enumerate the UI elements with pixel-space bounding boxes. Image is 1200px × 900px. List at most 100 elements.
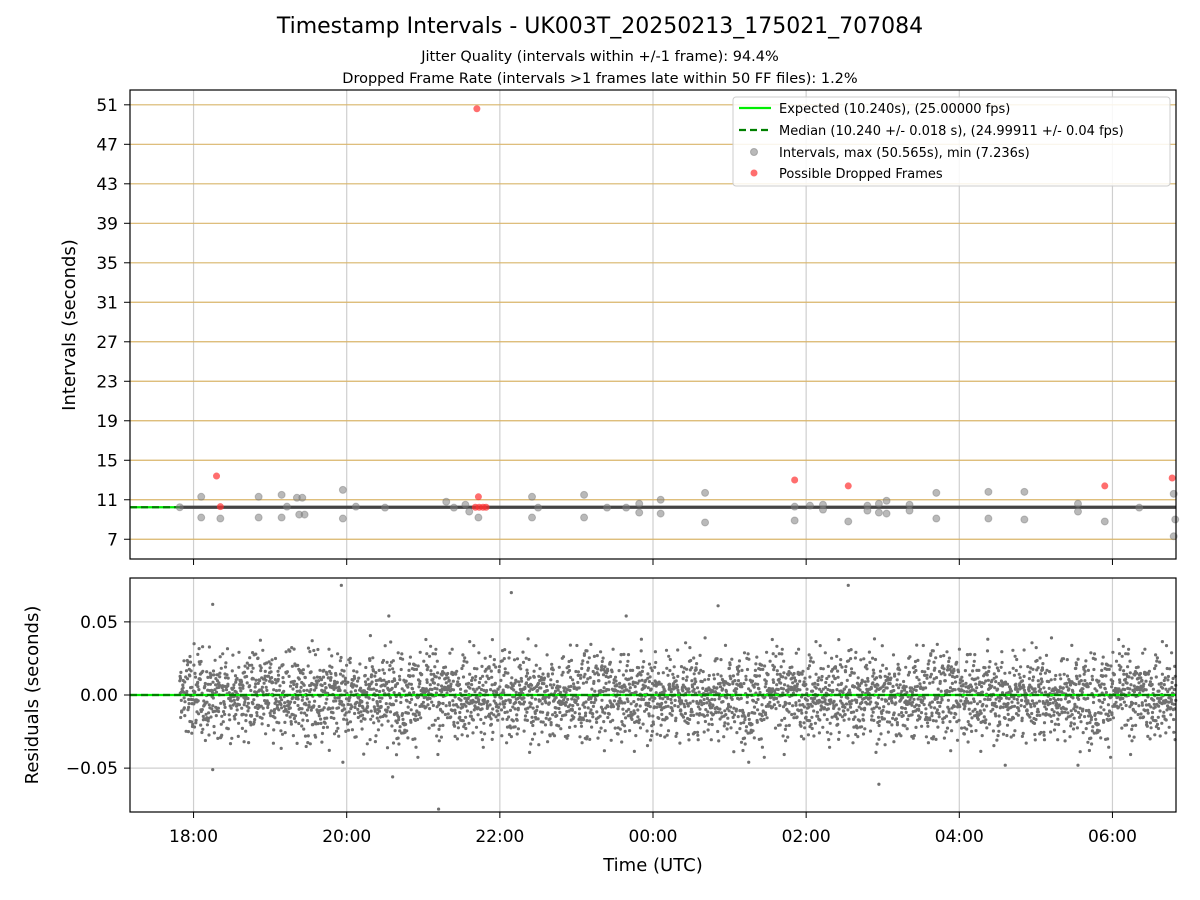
- residual-point: [817, 731, 822, 735]
- residual-point: [508, 708, 513, 713]
- residual-point: [420, 672, 424, 677]
- residual-point: [287, 674, 291, 679]
- residual-point: [601, 673, 606, 677]
- residual-point: [381, 668, 385, 672]
- residual-point: [849, 702, 853, 706]
- residual-point: [645, 729, 649, 733]
- residual-outlier-point: [436, 807, 441, 811]
- residual-point: [880, 711, 884, 716]
- residual-point: [1154, 653, 1158, 657]
- residual-point: [312, 688, 317, 692]
- residual-point: [1033, 704, 1037, 708]
- residual-point: [772, 668, 776, 672]
- residual-point: [1085, 721, 1089, 725]
- residual-point: [801, 703, 805, 707]
- residual-point: [995, 666, 1000, 670]
- residual-point: [756, 682, 760, 686]
- residual-point: [424, 637, 428, 642]
- residual-point: [586, 666, 591, 670]
- residual-point: [584, 700, 588, 704]
- residual-point: [486, 705, 490, 709]
- residual-point: [960, 675, 964, 679]
- residual-point: [292, 682, 296, 687]
- residual-point: [1005, 723, 1010, 727]
- residual-point: [925, 721, 930, 725]
- residual-point: [732, 706, 736, 710]
- residual-point: [450, 709, 455, 713]
- residual-point: [755, 674, 759, 678]
- residual-point: [301, 672, 305, 676]
- residual-point: [817, 676, 821, 680]
- residual-point: [926, 724, 930, 728]
- residual-point: [304, 703, 308, 707]
- residual-point: [750, 722, 754, 727]
- residual-point: [490, 675, 494, 679]
- residual-point: [690, 679, 694, 683]
- residual-point: [925, 676, 929, 680]
- residual-point: [1022, 685, 1026, 689]
- residual-point: [1104, 674, 1108, 678]
- residual-point: [549, 721, 553, 725]
- residual-point: [1154, 664, 1158, 668]
- residual-point: [678, 741, 682, 745]
- residual-point: [254, 678, 258, 682]
- residual-point: [186, 660, 190, 664]
- residual-point: [385, 708, 389, 713]
- residual-point: [1124, 703, 1128, 708]
- residual-point: [531, 719, 535, 723]
- residual-point: [880, 644, 884, 648]
- residual-point: [1081, 707, 1085, 711]
- residual-point: [566, 697, 570, 702]
- residual-point: [1035, 701, 1039, 705]
- residual-point: [357, 695, 361, 699]
- residual-point: [812, 709, 816, 713]
- residual-point: [269, 662, 273, 666]
- residual-point: [841, 703, 846, 707]
- dropped-frame-point: [1168, 474, 1176, 482]
- residual-point: [872, 718, 876, 723]
- residual-point: [199, 659, 203, 664]
- residual-point: [435, 659, 439, 663]
- residual-point: [380, 723, 384, 727]
- residual-point: [585, 649, 589, 653]
- residual-point: [463, 656, 467, 660]
- residual-point: [398, 729, 402, 733]
- residual-point: [735, 731, 739, 735]
- residual-point: [431, 677, 435, 682]
- residual-point: [979, 749, 983, 754]
- residual-point: [353, 705, 357, 710]
- residual-point: [891, 653, 896, 657]
- residual-point: [538, 667, 542, 671]
- residual-point: [459, 698, 463, 702]
- residual-point: [791, 681, 795, 685]
- residual-point: [344, 697, 349, 701]
- residual-point: [920, 724, 924, 728]
- residual-point: [986, 697, 990, 702]
- residual-point: [871, 710, 875, 714]
- residual-point: [272, 688, 276, 692]
- residual-point: [1019, 704, 1023, 708]
- residual-point: [1106, 737, 1110, 741]
- residual-point: [811, 660, 815, 664]
- residual-point: [774, 654, 778, 658]
- residual-point: [1086, 740, 1090, 744]
- residual-point: [667, 682, 672, 686]
- residual-point: [470, 676, 475, 680]
- residual-point: [664, 648, 669, 652]
- residual-point: [515, 657, 520, 661]
- residual-point: [316, 722, 320, 726]
- residual-point: [505, 741, 509, 745]
- residual-point: [200, 730, 204, 735]
- residual-point: [477, 698, 481, 702]
- residual-point: [1155, 656, 1159, 660]
- residual-point: [936, 725, 940, 729]
- residual-point: [1065, 685, 1069, 689]
- residual-point: [354, 735, 358, 739]
- residual-point: [1076, 710, 1081, 715]
- residual-point: [545, 684, 549, 689]
- residual-point: [1153, 733, 1157, 737]
- residual-point: [875, 702, 880, 706]
- residual-point: [279, 703, 283, 707]
- residual-point: [288, 715, 292, 719]
- residual-point: [804, 715, 808, 719]
